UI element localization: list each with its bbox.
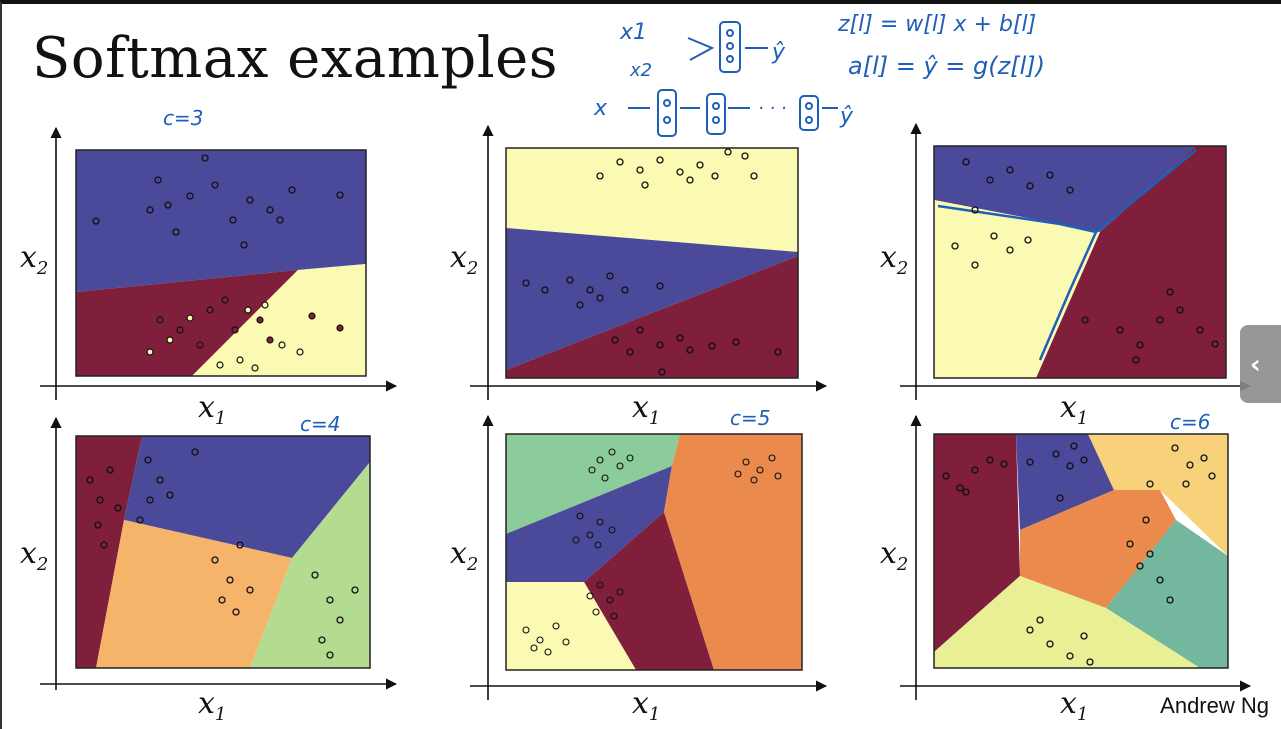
- annotation-net2-dots: · · ·: [758, 98, 787, 119]
- slide-title: Softmax examples: [32, 26, 559, 91]
- annotation-c4: c=4: [300, 412, 341, 436]
- panel-c5: [470, 414, 828, 700]
- chevron-left-icon: ‹: [1250, 350, 1261, 380]
- panel-c4: [40, 416, 398, 690]
- axis-label-x-bl: x1: [198, 686, 227, 725]
- axis-label-y-bl: x2: [20, 536, 49, 575]
- axis-label-y-bc: x2: [450, 536, 479, 575]
- axis-label-x-bc: x1: [632, 686, 661, 725]
- attribution: Andrew Ng: [1160, 693, 1269, 718]
- axis-label-x-br: x1: [1060, 686, 1089, 725]
- panel-c3-top-center: [470, 124, 828, 400]
- annotation-c3: c=3: [163, 106, 204, 130]
- panel-c3-top-right: [900, 122, 1252, 400]
- axis-label-y-tl: x2: [20, 240, 49, 279]
- panel-c6: [900, 414, 1252, 700]
- axis-label-x-tl: x1: [198, 390, 227, 429]
- annotation-net-input-x1: x1: [620, 20, 648, 45]
- annotation-net2-input-x: x: [594, 96, 608, 121]
- annotation-c6: c=6: [1170, 410, 1211, 434]
- annotation-equation-z: z[l] = w[l] x + b[l]: [838, 12, 1037, 37]
- network-sketch-1: [687, 21, 768, 73]
- axis-label-x-tr: x1: [1060, 390, 1089, 429]
- network-sketch-2: [628, 89, 838, 137]
- axis-label-x-tc: x1: [632, 390, 661, 429]
- annotation-net-input-x2: x2: [630, 60, 653, 81]
- annotation-net2-output: ŷ: [840, 104, 854, 129]
- annotation-c5: c=5: [730, 406, 771, 430]
- axis-label-y-br: x2: [880, 536, 909, 575]
- annotation-net-output-1: ŷ: [772, 40, 786, 65]
- panel-c3-top-left: [40, 126, 398, 400]
- axis-label-y-tr: x2: [880, 240, 909, 279]
- axis-label-y-tc: x2: [450, 240, 479, 279]
- annotation-equation-a: a[l] = ŷ = g(z[l]): [848, 52, 1045, 80]
- collapse-panel-button[interactable]: ‹: [1240, 325, 1281, 403]
